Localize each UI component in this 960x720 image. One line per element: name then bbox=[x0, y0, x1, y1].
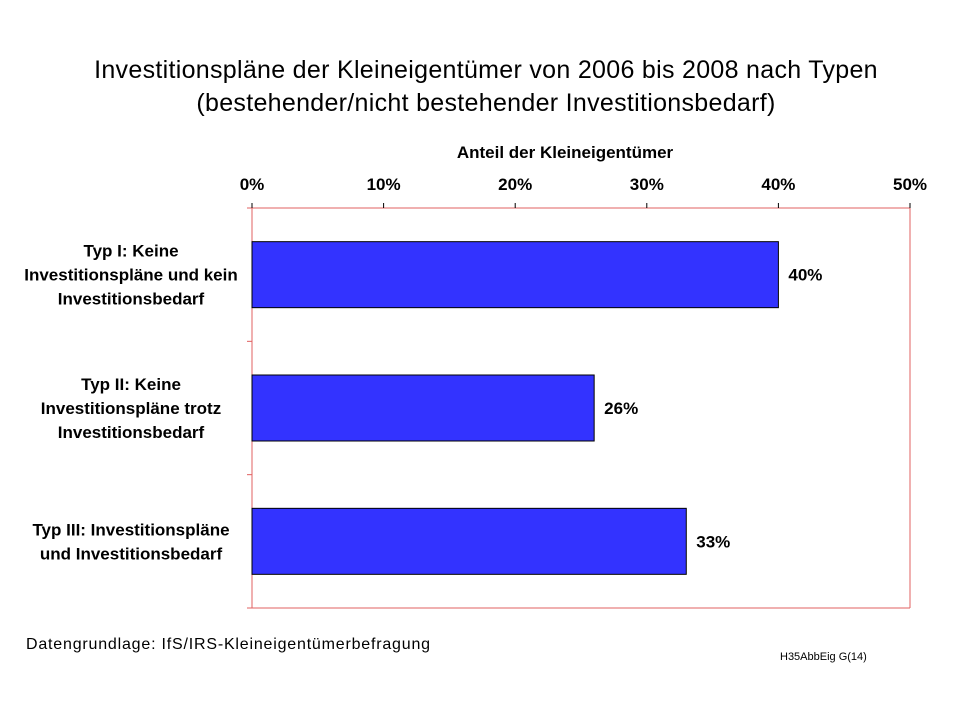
x-axis-title: Anteil der Kleineigentümer bbox=[457, 143, 674, 162]
bar bbox=[251, 374, 595, 442]
x-tick-label: 20% bbox=[498, 175, 532, 194]
category-label: Typ III: Investitionspläne und Investitio… bbox=[32, 520, 229, 563]
chart-title: Investitionspläne der Kleineigentümer vo… bbox=[0, 54, 960, 120]
category-label: Typ I: Keine Investitionspläne und kein In… bbox=[24, 242, 237, 309]
figure-code: H35AbbEig G(14) bbox=[780, 651, 867, 663]
data-label: 40% bbox=[788, 266, 822, 285]
x-tick-label: 50% bbox=[893, 175, 927, 194]
data-labels: 40% 26% 33% bbox=[604, 266, 822, 552]
data-label: 33% bbox=[696, 532, 730, 551]
bar bbox=[251, 507, 687, 575]
data-label: 26% bbox=[604, 399, 638, 418]
plot-frame bbox=[247, 207, 911, 609]
bar bbox=[251, 241, 779, 309]
category-label: Typ II: Keine Investitionspläne trotz Inve… bbox=[41, 375, 221, 442]
category-labels: Typ I: Keine Investitionspläne und kein In… bbox=[24, 242, 237, 564]
chart-title-line-1: Investitionspläne der Kleineigentümer vo… bbox=[94, 56, 878, 84]
x-tick-label: 0% bbox=[240, 175, 265, 194]
x-tick-label: 10% bbox=[367, 175, 401, 194]
bars bbox=[251, 241, 779, 575]
x-tick-label: 40% bbox=[761, 175, 795, 194]
x-axis: 0% 10% 20% 30% 40% 50% bbox=[240, 175, 927, 208]
x-tick-label: 30% bbox=[630, 175, 664, 194]
chart-title-line-2: (bestehender/nicht bestehender Investiti… bbox=[196, 89, 776, 117]
source-note: Datengrundlage: IfS/IRS-Kleineigentümerb… bbox=[26, 636, 431, 653]
